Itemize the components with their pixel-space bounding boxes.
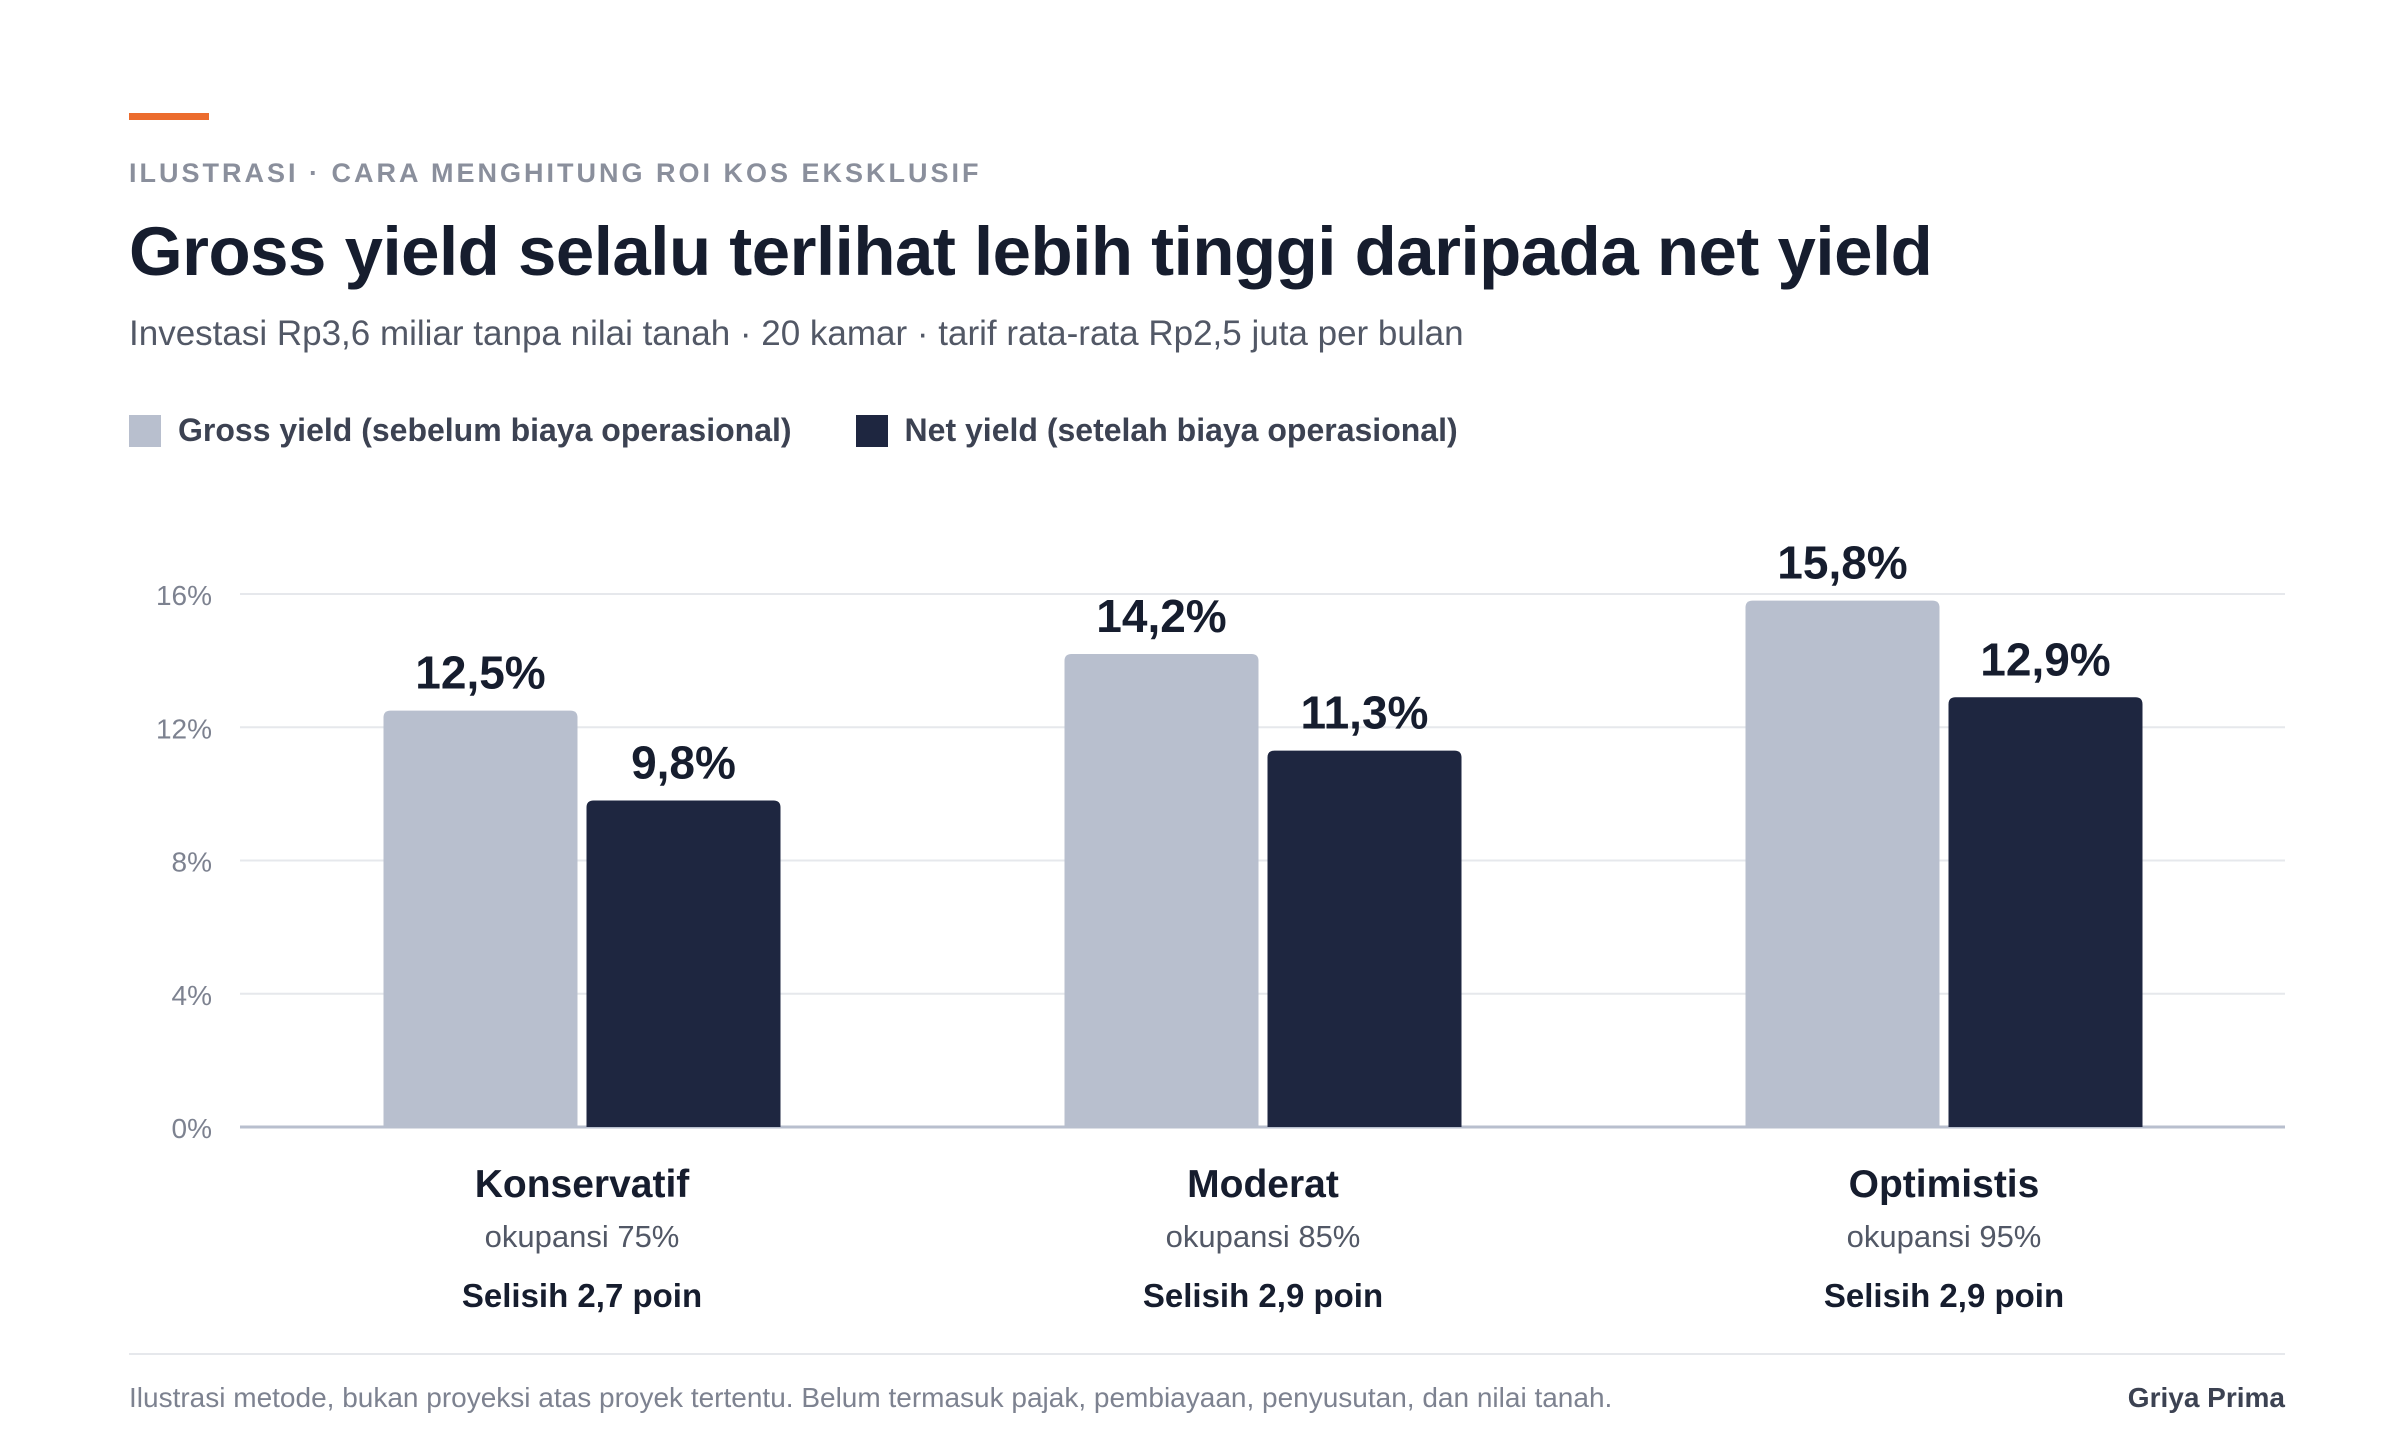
legend-item-gross: Gross yield (sebelum biaya operasional) <box>129 412 792 449</box>
data-label-gross: 15,8% <box>1777 537 1907 589</box>
accent-bar <box>129 113 209 120</box>
legend-label-gross: Gross yield (sebelum biaya operasional) <box>178 412 792 448</box>
y-tick-label: 12% <box>156 713 212 744</box>
y-tick-label: 8% <box>172 847 212 878</box>
brand-name: Griya Prima <box>2127 1382 2285 1413</box>
data-label-net: 9,8% <box>631 737 736 789</box>
legend-swatch-net <box>855 414 888 447</box>
bar-gross <box>383 710 578 1127</box>
y-tick-label: 0% <box>172 1113 212 1144</box>
x-category-note: Selisih 2,9 poin <box>1824 1277 2064 1314</box>
x-category-note: Selisih 2,7 poin <box>462 1277 702 1314</box>
x-category-label: Konservatif <box>475 1163 691 1206</box>
chart-subtitle: Investasi Rp3,6 miliar tanpa nilai tanah… <box>129 314 1464 353</box>
x-category-subtitle: okupansi 85% <box>1166 1219 1361 1254</box>
y-tick-label: 16% <box>156 580 212 611</box>
data-label-net: 11,3% <box>1301 687 1429 739</box>
y-tick-label: 4% <box>172 980 212 1011</box>
legend-swatch-gross <box>129 414 161 447</box>
legend-label-net: Net yield (setelah biaya operasional) <box>904 412 1458 448</box>
x-category-label: Optimistis <box>1849 1163 2040 1206</box>
data-label-gross: 12,5% <box>415 647 545 699</box>
legend-item-net: Net yield (setelah biaya operasional) <box>855 412 1458 449</box>
bar-gross <box>1064 653 1259 1127</box>
data-label-gross: 14,2% <box>1096 590 1226 642</box>
bar-net <box>1267 750 1462 1127</box>
eyebrow-label: ILUSTRASI · CARA MENGHITUNG ROI KOS EKSK… <box>129 158 982 188</box>
data-label-net: 12,9% <box>1980 633 2110 685</box>
footer-divider <box>129 1353 2285 1355</box>
bar-net <box>586 800 781 1127</box>
bar-net <box>1948 697 2143 1127</box>
x-category-subtitle: okupansi 75% <box>485 1219 680 1254</box>
x-category-label: Moderat <box>1187 1163 1339 1206</box>
x-category-subtitle: okupansi 95% <box>1847 1219 2042 1254</box>
bar-gross <box>1745 600 1940 1127</box>
x-category-note: Selisih 2,9 poin <box>1143 1277 1383 1314</box>
legend: Gross yield (sebelum biaya operasional) … <box>129 412 1458 449</box>
chart-title: Gross yield selalu terlihat lebih tinggi… <box>129 213 1933 290</box>
footnote: Ilustrasi metode, bukan proyeksi atas pr… <box>129 1382 1613 1413</box>
